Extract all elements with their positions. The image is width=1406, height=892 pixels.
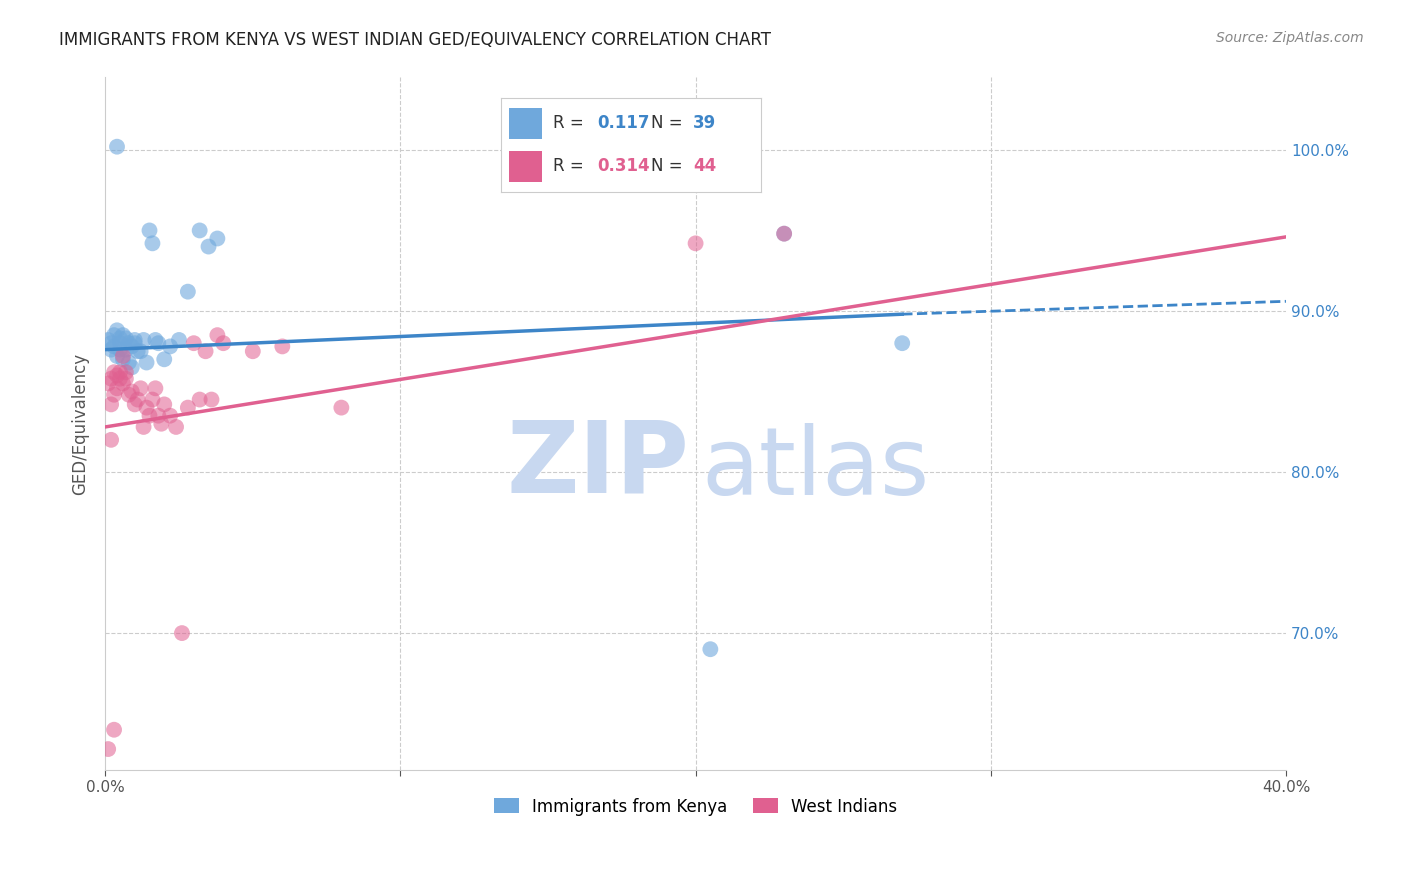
Point bbox=[699, 642, 721, 657]
Point bbox=[165, 420, 187, 434]
Point bbox=[100, 397, 122, 411]
Point bbox=[148, 336, 170, 351]
Point bbox=[121, 360, 143, 375]
Y-axis label: GED/Equivalency: GED/Equivalency bbox=[72, 352, 89, 495]
Point bbox=[127, 392, 149, 407]
Point bbox=[100, 371, 122, 385]
Point bbox=[141, 392, 163, 407]
Point bbox=[148, 409, 170, 423]
Point bbox=[105, 368, 128, 383]
Point bbox=[108, 343, 131, 357]
Point bbox=[271, 339, 294, 353]
Point bbox=[105, 349, 128, 363]
Point bbox=[118, 355, 141, 369]
Point bbox=[111, 349, 134, 363]
Point bbox=[170, 626, 193, 640]
Point bbox=[103, 388, 125, 402]
Text: IMMIGRANTS FROM KENYA VS WEST INDIAN GED/EQUIVALENCY CORRELATION CHART: IMMIGRANTS FROM KENYA VS WEST INDIAN GED… bbox=[59, 31, 770, 49]
Point bbox=[145, 381, 167, 395]
Point bbox=[177, 285, 200, 299]
Point bbox=[129, 381, 152, 395]
Point bbox=[138, 223, 160, 237]
Point bbox=[207, 328, 229, 343]
Point bbox=[159, 339, 181, 353]
Point bbox=[212, 336, 235, 351]
Point bbox=[773, 227, 796, 241]
Point bbox=[891, 336, 914, 351]
Point bbox=[197, 239, 219, 253]
Point bbox=[97, 376, 120, 391]
Point bbox=[111, 376, 134, 391]
Point bbox=[115, 343, 138, 357]
Point bbox=[121, 384, 143, 399]
Point bbox=[124, 397, 146, 411]
Point bbox=[108, 365, 131, 379]
Point bbox=[135, 355, 157, 369]
Point bbox=[108, 331, 131, 345]
Point bbox=[103, 365, 125, 379]
Point bbox=[103, 339, 125, 353]
Point bbox=[108, 371, 131, 385]
Point bbox=[138, 409, 160, 423]
Point bbox=[773, 227, 796, 241]
Point bbox=[153, 397, 176, 411]
Point bbox=[100, 343, 122, 357]
Point bbox=[105, 139, 128, 153]
Point bbox=[105, 381, 128, 395]
Point bbox=[97, 742, 120, 756]
Point bbox=[118, 336, 141, 351]
Point bbox=[115, 331, 138, 345]
Point bbox=[121, 339, 143, 353]
Text: atlas: atlas bbox=[702, 423, 929, 515]
Point bbox=[183, 336, 205, 351]
Point bbox=[159, 409, 181, 423]
Point bbox=[100, 433, 122, 447]
Point bbox=[153, 352, 176, 367]
Point bbox=[330, 401, 353, 415]
Point bbox=[124, 333, 146, 347]
Point bbox=[242, 344, 264, 359]
Point bbox=[111, 328, 134, 343]
Point bbox=[103, 328, 125, 343]
Point bbox=[150, 417, 173, 431]
Text: ZIP: ZIP bbox=[506, 417, 690, 514]
Point bbox=[118, 388, 141, 402]
Text: Source: ZipAtlas.com: Source: ZipAtlas.com bbox=[1216, 31, 1364, 45]
Point bbox=[200, 392, 222, 407]
Point bbox=[194, 344, 217, 359]
Point bbox=[132, 333, 155, 347]
Legend: Immigrants from Kenya, West Indians: Immigrants from Kenya, West Indians bbox=[485, 789, 905, 824]
Point bbox=[108, 336, 131, 351]
Point bbox=[132, 420, 155, 434]
Point bbox=[115, 371, 138, 385]
Point bbox=[100, 336, 122, 351]
Point bbox=[145, 333, 167, 347]
Point bbox=[105, 323, 128, 337]
Point bbox=[115, 365, 138, 379]
Point bbox=[124, 336, 146, 351]
Point bbox=[188, 223, 211, 237]
Point bbox=[207, 231, 229, 245]
Point bbox=[129, 344, 152, 359]
Point bbox=[111, 352, 134, 367]
Point bbox=[141, 236, 163, 251]
Point bbox=[97, 333, 120, 347]
Point bbox=[103, 723, 125, 737]
Point bbox=[167, 333, 190, 347]
Point bbox=[685, 236, 707, 251]
Point bbox=[135, 401, 157, 415]
Point bbox=[127, 344, 149, 359]
Point bbox=[177, 401, 200, 415]
Point bbox=[188, 392, 211, 407]
